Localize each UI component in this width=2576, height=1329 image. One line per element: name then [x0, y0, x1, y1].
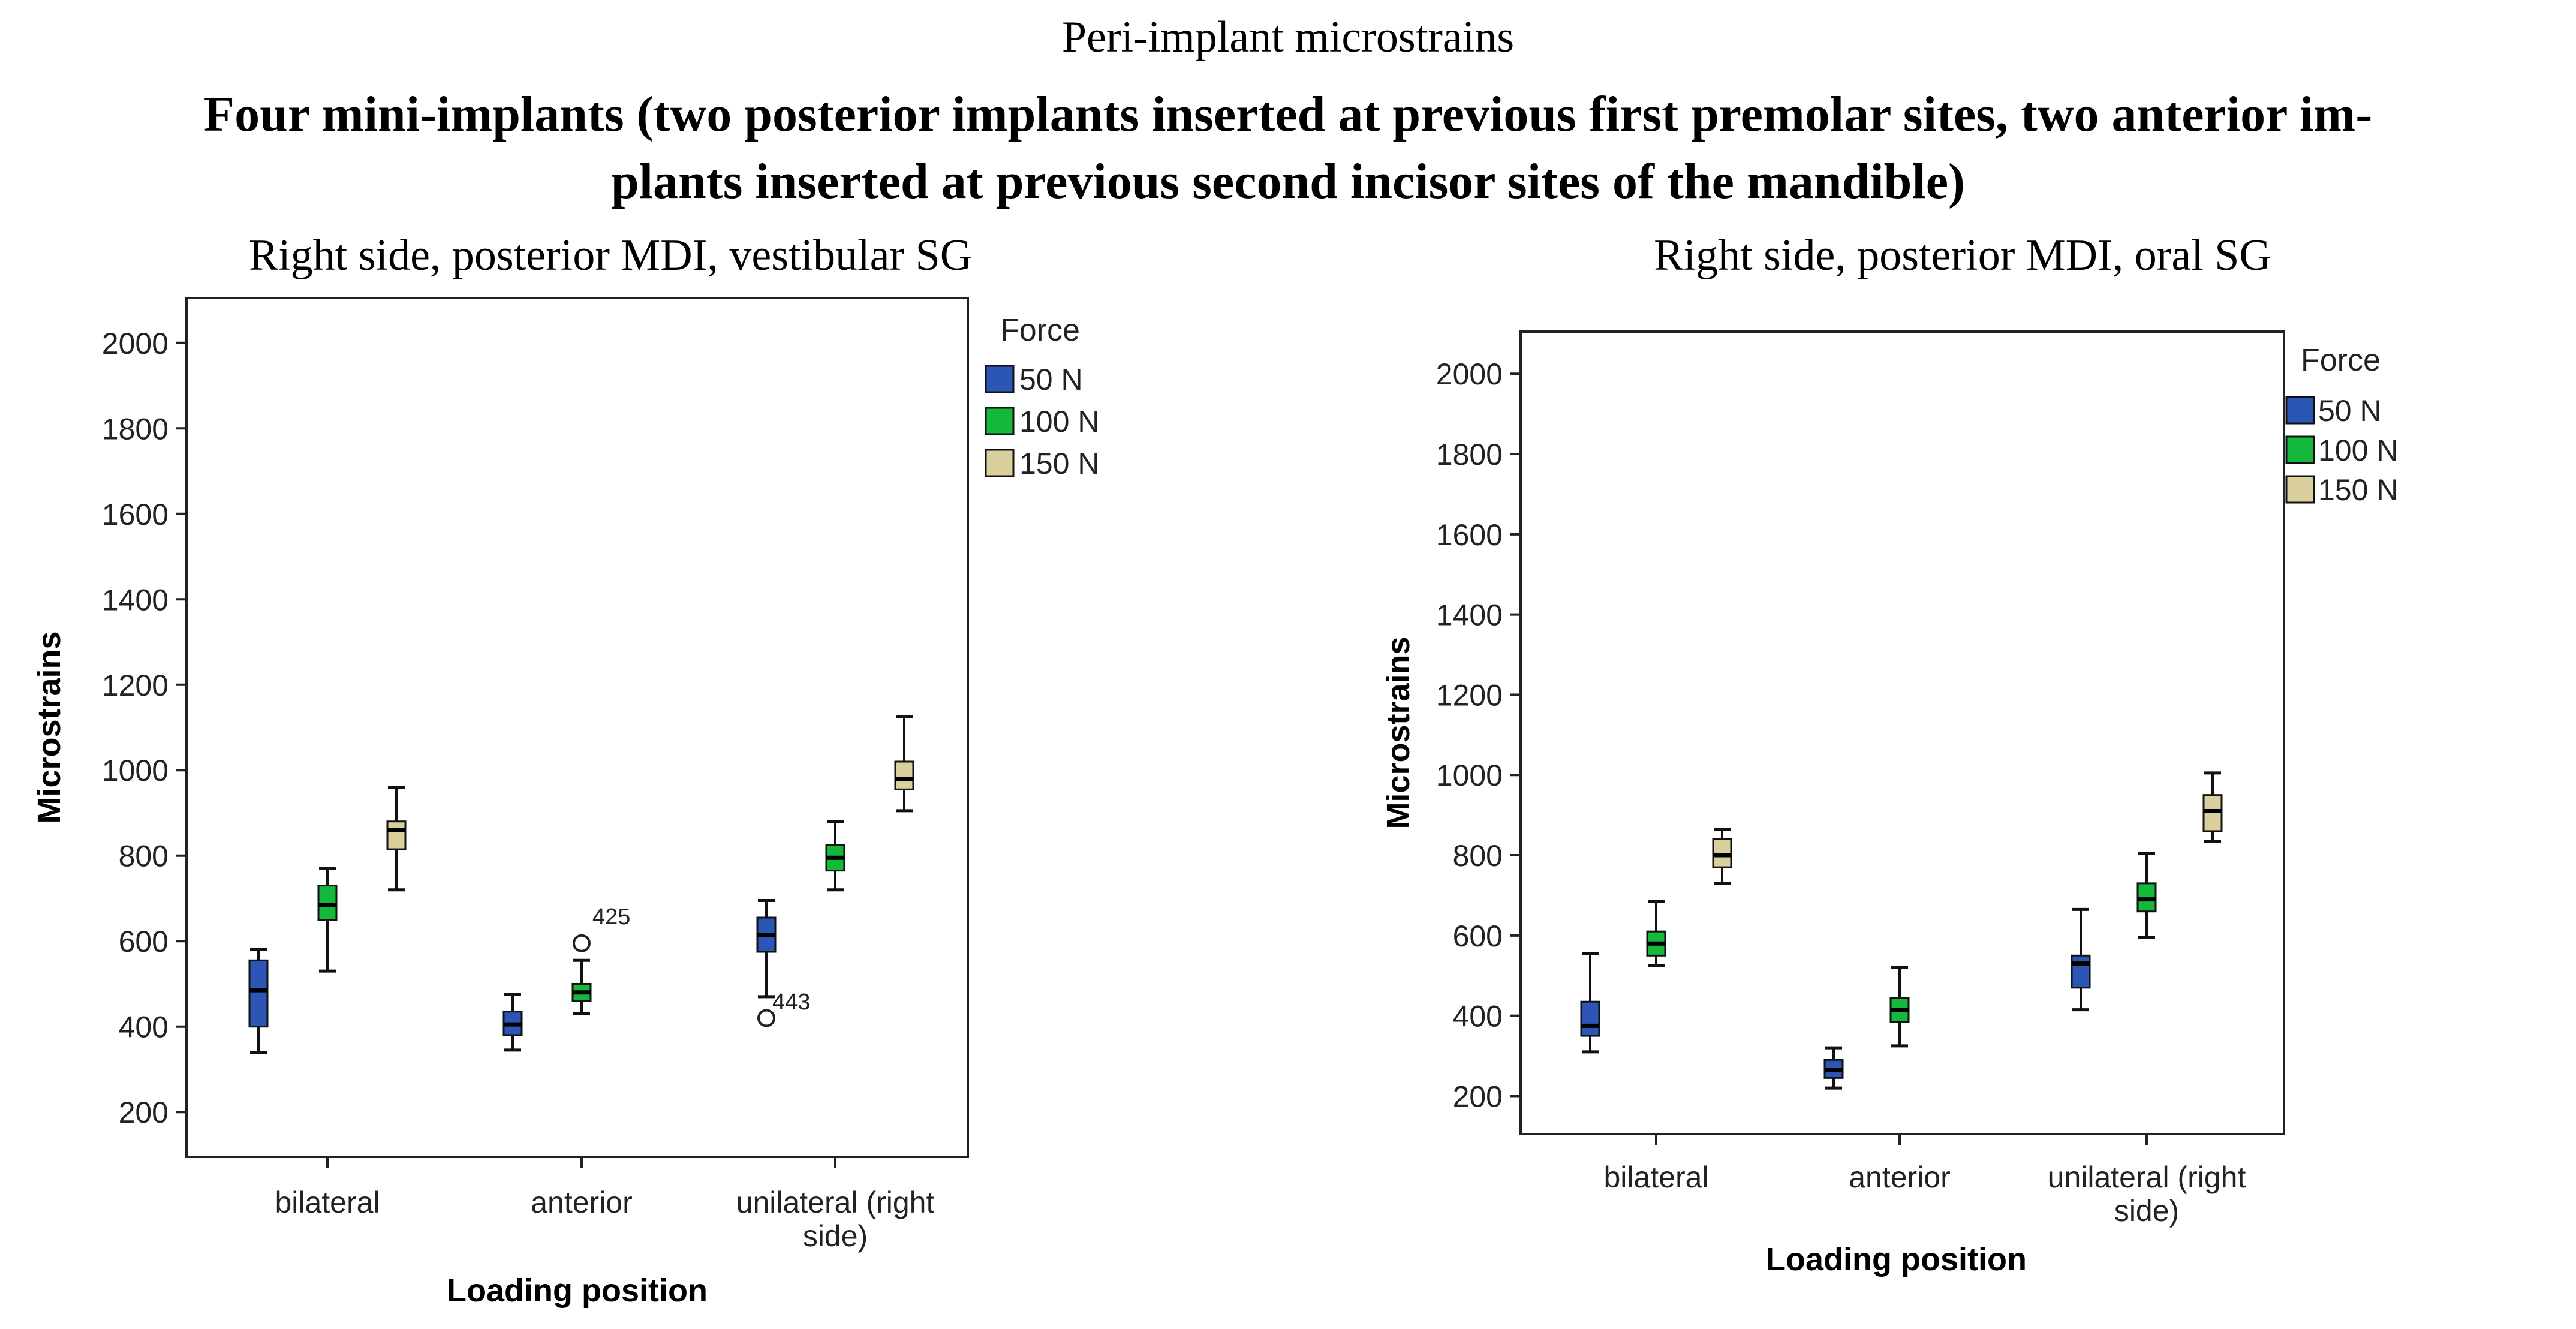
box-50n	[248, 959, 269, 1028]
outlier-label: 443	[772, 990, 810, 1015]
figure-title-line-2: plants inserted at previous second incis…	[611, 154, 1965, 209]
x-category-label: unilateral (right	[2048, 1160, 2246, 1194]
legend-label: 150 N	[1019, 447, 1099, 480]
y-tick-label: 200	[1453, 1080, 1503, 1113]
y-tick-label: 2000	[1436, 357, 1503, 391]
legend-label: 50 N	[2318, 394, 2382, 428]
y-tick-label: 800	[119, 840, 168, 873]
outlier-point	[757, 1009, 775, 1027]
y-axis-label: Microstrains	[31, 631, 67, 823]
box-50n	[1580, 1000, 1600, 1037]
x-category-label: side)	[803, 1219, 868, 1253]
legend-swatch	[2285, 475, 2315, 504]
x-category-label: bilateral	[1603, 1160, 1708, 1194]
y-tick-label: 400	[119, 1011, 168, 1044]
y-tick-label: 1200	[102, 669, 168, 702]
chart-vestibular: Right side, posterior MDI, vestibular SG…	[31, 231, 1099, 1309]
outlier-label: 425	[592, 904, 630, 930]
y-tick-label: 800	[1453, 839, 1503, 873]
chart-title: Right side, posterior MDI, oral SG	[1654, 231, 2271, 280]
box-50n	[2071, 954, 2091, 989]
figure-title-line-1: Four mini-implants (two posterior implan…	[204, 86, 2372, 142]
legend-label: 100 N	[1019, 405, 1099, 438]
box-100n	[317, 885, 338, 921]
legend-swatch	[985, 407, 1015, 435]
outlier-point	[573, 934, 591, 952]
y-tick-label: 1600	[1436, 518, 1503, 552]
box-150n	[894, 760, 914, 790]
x-category-label: anterior	[1849, 1160, 1951, 1194]
y-tick-label: 600	[1453, 919, 1503, 953]
y-tick-label: 1800	[102, 412, 168, 446]
legend-swatch	[985, 449, 1015, 477]
y-tick-label: 1200	[1436, 678, 1503, 712]
legend-title: Force	[1000, 313, 1080, 348]
y-tick-label: 1600	[102, 498, 168, 531]
x-category-label: unilateral (right	[736, 1186, 935, 1219]
figure-suptitle: Peri-implant microstrains	[1062, 13, 1514, 62]
box-150n	[386, 820, 407, 850]
y-tick-label: 1800	[1436, 438, 1503, 471]
legend-swatch	[985, 365, 1015, 393]
y-tick-label: 1000	[102, 754, 168, 787]
x-axis-label: Loading position	[447, 1273, 708, 1309]
legend-label: 150 N	[2318, 473, 2398, 507]
y-tick-label: 1000	[1436, 759, 1503, 792]
y-tick-label: 600	[119, 925, 168, 958]
legend-title: Force	[2301, 343, 2381, 378]
chart-title: Right side, posterior MDI, vestibular SG	[249, 231, 973, 280]
y-tick-label: 400	[1453, 1000, 1503, 1033]
legend-label: 50 N	[1019, 363, 1083, 396]
legend-swatch	[2285, 396, 2315, 425]
y-tick-label: 1400	[1436, 599, 1503, 632]
x-category-label: bilateral	[275, 1186, 380, 1219]
y-tick-label: 200	[119, 1096, 168, 1129]
plot-frame	[1519, 330, 2285, 1135]
legend-label: 100 N	[2318, 434, 2398, 467]
x-category-label: side)	[2114, 1194, 2179, 1228]
plot-frame	[185, 297, 969, 1158]
y-axis-label: Microstrains	[1380, 636, 1416, 829]
y-tick-label: 1400	[102, 583, 168, 617]
x-axis-label: Loading position	[1766, 1241, 2027, 1277]
y-tick-label: 2000	[102, 327, 168, 360]
chart-oral: Right side, posterior MDI, oral SG 200 400…	[1380, 231, 2398, 1277]
x-category-label: anterior	[531, 1186, 633, 1219]
legend-swatch	[2285, 435, 2315, 464]
